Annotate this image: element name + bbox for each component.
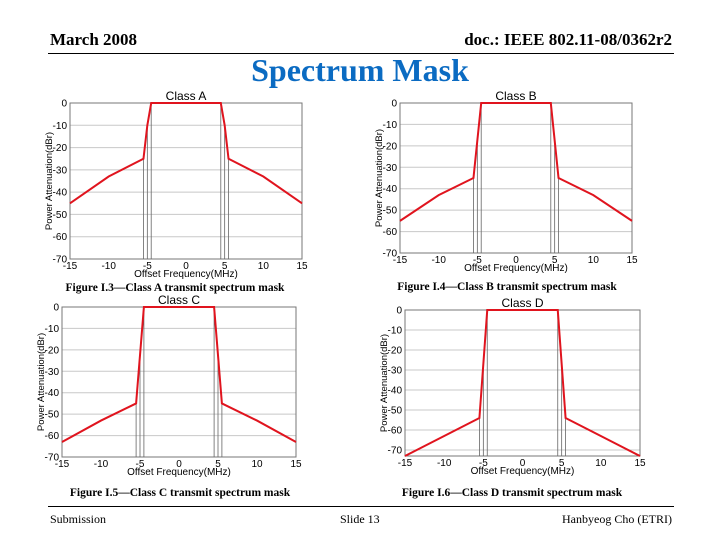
y-tick-label-c: 0	[53, 303, 59, 314]
header-rule	[48, 53, 674, 54]
footer-left: Submission	[50, 512, 107, 526]
chart-title-c: Class C	[158, 293, 200, 307]
x-tick-label-c: 10	[251, 459, 263, 470]
x-tick-label-a: 15	[296, 261, 308, 272]
x-tick-label-d: -15	[398, 458, 413, 469]
x-tick-label-c: 15	[290, 459, 302, 470]
x-tick-label-b: -5	[473, 255, 482, 266]
x-tick-label-a: 5	[222, 261, 228, 272]
x-tick-label-b: -10	[431, 255, 446, 266]
x-tick-label-c: -10	[94, 459, 109, 470]
chart-title-b: Class B	[495, 89, 536, 103]
x-tick-label-a: -15	[63, 261, 78, 272]
y-tick-label-d: -30	[388, 366, 403, 377]
y-tick-label-d: -40	[388, 386, 403, 397]
y-tick-label-a: -70	[53, 255, 68, 266]
y-tick-label-d: -50	[388, 406, 403, 417]
x-tick-label-d: -10	[437, 458, 452, 469]
x-tick-label-a: 10	[258, 261, 270, 272]
x-tick-label-d: 0	[520, 458, 526, 469]
y-tick-label-a: -10	[53, 121, 68, 132]
footer-right: Hanbyeog Cho (ETRI)	[562, 512, 672, 526]
x-tick-label-b: 15	[626, 255, 638, 266]
y-tick-label-d: -60	[388, 426, 403, 437]
y-tick-label-c: -10	[45, 324, 60, 335]
y-tick-label-b: -30	[383, 163, 398, 174]
caption-b: Figure I.4—Class B transmit spectrum mas…	[397, 281, 617, 293]
page-title: Spectrum Mask	[251, 52, 469, 88]
y-tick-label-c: -40	[45, 388, 60, 399]
y-tick-label-b: -10	[383, 120, 398, 131]
footer-rule	[48, 506, 674, 507]
x-tick-label-a: -10	[101, 261, 116, 272]
y-tick-label-d: -10	[388, 326, 403, 337]
y-tick-label-c: -60	[45, 431, 60, 442]
y-tick-label-a: 0	[61, 99, 67, 110]
x-tick-label-c: -5	[136, 459, 145, 470]
y-tick-label-d: -70	[388, 446, 403, 457]
plot-frame-b	[399, 102, 633, 254]
x-tick-label-a: -5	[143, 261, 152, 272]
caption-d: Figure I.6—Class D transmit spectrum mas…	[401, 487, 623, 499]
x-axis-label-b: Offset Frequency(MHz)	[464, 263, 568, 274]
x-tick-label-d: -5	[479, 458, 488, 469]
header-date: March 2008	[50, 30, 138, 49]
x-axis-label-a: Offset Frequency(MHz)	[134, 269, 238, 280]
y-tick-label-b: -70	[383, 249, 398, 260]
y-tick-label-c: -50	[45, 410, 60, 421]
chart-title-a: Class A	[166, 89, 207, 103]
y-tick-label-b: 0	[391, 99, 397, 110]
x-tick-label-d: 5	[559, 458, 565, 469]
x-tick-label-b: 0	[513, 255, 519, 266]
x-tick-label-d: 10	[595, 458, 607, 469]
x-tick-label-b: 10	[588, 255, 600, 266]
x-tick-label-c: 0	[176, 459, 182, 470]
y-tick-label-d: 0	[396, 306, 402, 317]
y-tick-label-b: -40	[383, 184, 398, 195]
caption-c: Figure I.5—Class C transmit spectrum mas…	[69, 487, 291, 499]
y-tick-label-a: -50	[53, 210, 68, 221]
plot-frame-d	[404, 309, 641, 457]
y-tick-label-b: -50	[383, 206, 398, 217]
y-tick-label-b: -60	[383, 227, 398, 238]
y-tick-label-c: -20	[45, 345, 60, 356]
mask-line-d	[404, 309, 641, 457]
x-tick-label-b: 5	[552, 255, 558, 266]
y-tick-label-c: -70	[45, 453, 60, 464]
x-tick-label-a: 0	[183, 261, 189, 272]
y-tick-label-b: -20	[383, 141, 398, 152]
y-axis-label-b: Power Attenuation(dBr)	[374, 129, 385, 227]
y-axis-label-d: Power Attenuation(dBr)	[379, 334, 390, 432]
mask-line-a	[69, 102, 303, 205]
y-axis-label-a: Power Attenuation(dBr)	[44, 132, 55, 230]
x-tick-label-c: -15	[55, 459, 70, 470]
x-tick-label-b: -15	[393, 255, 408, 266]
y-tick-label-a: -40	[53, 188, 68, 199]
header-doc: doc.: IEEE 802.11-08/0362r2	[464, 30, 672, 49]
mask-line-b	[399, 102, 633, 222]
y-tick-label-a: -30	[53, 165, 68, 176]
x-axis-label-c: Offset Frequency(MHz)	[127, 467, 231, 478]
plot-frame-c	[61, 306, 297, 458]
y-tick-label-d: -20	[388, 346, 403, 357]
x-tick-label-d: 15	[634, 458, 646, 469]
x-tick-label-c: 5	[215, 459, 221, 470]
chart-title-d: Class D	[501, 296, 543, 310]
y-tick-label-a: -60	[53, 232, 68, 243]
x-axis-label-d: Offset Frequency(MHz)	[471, 466, 575, 477]
footer-center: Slide 13	[340, 512, 380, 526]
y-tick-label-a: -20	[53, 143, 68, 154]
caption-a: Figure I.3—Class A transmit spectrum mas…	[65, 282, 285, 294]
y-tick-label-c: -30	[45, 367, 60, 378]
mask-line-c	[61, 306, 297, 443]
plot-frame-a	[69, 102, 303, 260]
y-axis-label-c: Power Attenuation(dBr)	[36, 333, 47, 431]
